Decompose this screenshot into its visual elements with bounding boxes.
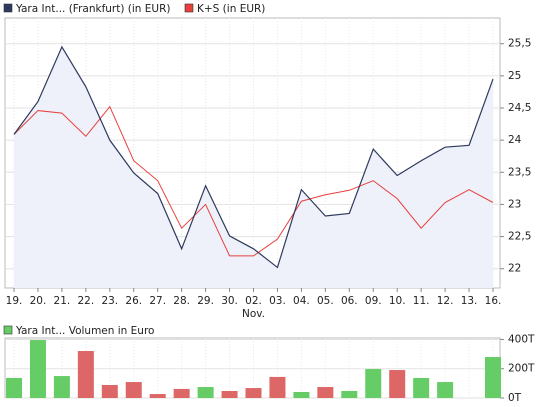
bar: [221, 390, 238, 398]
legend-label: K+S (in EUR): [197, 3, 265, 15]
bar: [293, 392, 310, 398]
bar: [245, 388, 262, 398]
x-tick-label: 02.: [245, 295, 262, 307]
x-tick-label: 16.: [485, 295, 502, 307]
x-annotation: Nov.: [242, 308, 265, 320]
x-tick-label: 11.: [413, 295, 430, 307]
x-tick-label: 05.: [317, 295, 334, 307]
y-tick-label: 400T: [508, 333, 535, 345]
y-tick-label: 23: [508, 198, 521, 210]
bar: [437, 382, 454, 398]
y-tick-label: 23,5: [508, 166, 531, 178]
bar: [101, 384, 118, 398]
x-tick-label: 19.: [6, 295, 23, 307]
x-tick-label: 10.: [389, 295, 406, 307]
y-tick-label: 25,5: [508, 38, 531, 50]
x-tick-label: 20.: [30, 295, 47, 307]
bar: [6, 377, 22, 398]
x-tick-label: 03.: [269, 295, 286, 307]
x-tick-label: 28.: [173, 295, 190, 307]
x-tick-label: 22.: [77, 295, 94, 307]
bar: [365, 369, 382, 398]
bar: [53, 376, 70, 398]
bar: [77, 351, 94, 398]
bar: [413, 377, 430, 398]
x-tick-label: 06.: [341, 295, 358, 307]
x-tick-label: 29.: [197, 295, 214, 307]
bar: [389, 370, 406, 398]
y-tick-label: 22,5: [508, 231, 531, 243]
x-tick-label: 13.: [461, 295, 478, 307]
x-tick-label: 04.: [293, 295, 310, 307]
line-series: [13, 45, 494, 269]
bar: [485, 357, 501, 398]
bar: [269, 376, 286, 398]
y-tick-label: 0T: [508, 392, 522, 404]
legend-swatch: [3, 325, 13, 335]
bar: [197, 387, 214, 398]
bar: [29, 340, 46, 398]
y-tick-label: 200T: [508, 363, 535, 375]
x-tick-label: 27.: [149, 295, 166, 307]
bar: [341, 390, 358, 398]
y-tick-label: 24,5: [508, 102, 531, 114]
y-tick-label: 22: [508, 263, 521, 275]
bar: [125, 382, 142, 398]
legend-swatch: [3, 3, 13, 13]
y-tick-label: 24: [508, 134, 522, 146]
legend-label: Yara Int... Volumen in Euro: [15, 325, 154, 337]
x-tick-label: 23.: [101, 295, 118, 307]
x-tick-label: 21.: [54, 295, 71, 307]
bar: [317, 387, 334, 398]
x-tick-label: 12.: [437, 295, 454, 307]
bar: [173, 388, 190, 398]
x-tick-label: 30.: [221, 295, 238, 307]
area-fill: [14, 46, 493, 288]
x-tick-label: 26.: [125, 295, 142, 307]
legend-label: Yara Int... (Frankfurt) (in EUR): [15, 3, 171, 15]
y-tick-label: 25: [508, 70, 521, 82]
x-tick-label: 09.: [365, 295, 382, 307]
line-series: [13, 105, 494, 257]
bar: [149, 394, 166, 398]
legend-swatch: [184, 3, 194, 13]
